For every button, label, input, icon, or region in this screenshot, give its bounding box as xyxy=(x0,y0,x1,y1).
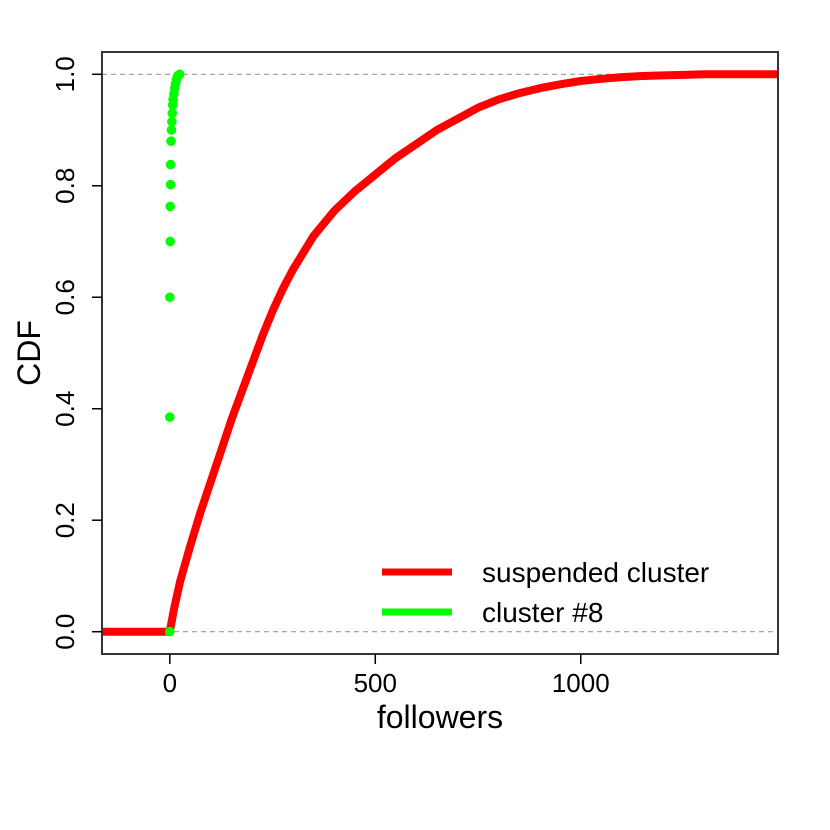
x-axis-title: followers xyxy=(377,699,503,735)
data-point-cluster-8 xyxy=(166,125,177,135)
data-point-cluster-8 xyxy=(167,108,178,119)
legend-label: suspended cluster xyxy=(482,557,709,588)
data-point-cluster-8 xyxy=(165,201,176,212)
legend-label: cluster #8 xyxy=(482,597,603,628)
y-tick-label: 0.8 xyxy=(50,168,80,204)
x-tick-label: 500 xyxy=(354,668,397,698)
data-point-cluster-8 xyxy=(166,136,176,146)
legend: suspended cluster cluster #8 xyxy=(382,557,709,628)
reference-lines xyxy=(102,73,778,633)
y-tick-label: 0.6 xyxy=(50,279,80,315)
plot-frame xyxy=(101,51,779,655)
x-axis: 0 500 1000 xyxy=(163,654,610,698)
x-tick-label: 0 xyxy=(163,668,177,698)
y-tick-label: 0.2 xyxy=(50,502,80,538)
y-tick-label: 0.4 xyxy=(50,391,80,427)
data-point-cluster-8 xyxy=(174,69,185,80)
y-axis: 0.0 0.2 0.4 0.6 0.8 1.0 xyxy=(50,56,102,650)
data-point-cluster-8 xyxy=(165,626,175,637)
series-line-suspended-cluster xyxy=(102,70,778,636)
series-layer xyxy=(102,69,778,637)
data-point-cluster-8 xyxy=(165,292,175,303)
x-tick-label: 1000 xyxy=(552,668,610,698)
data-point-cluster-8 xyxy=(165,412,175,422)
data-point-cluster-8 xyxy=(165,236,176,247)
data-point-cluster-8 xyxy=(165,179,176,190)
y-axis-title: CDF xyxy=(11,320,47,386)
y-tick-label: 1.0 xyxy=(50,56,80,92)
y-tick-label: 0.0 xyxy=(50,614,80,650)
data-point-cluster-8 xyxy=(167,116,177,127)
data-point-cluster-8 xyxy=(165,159,176,170)
